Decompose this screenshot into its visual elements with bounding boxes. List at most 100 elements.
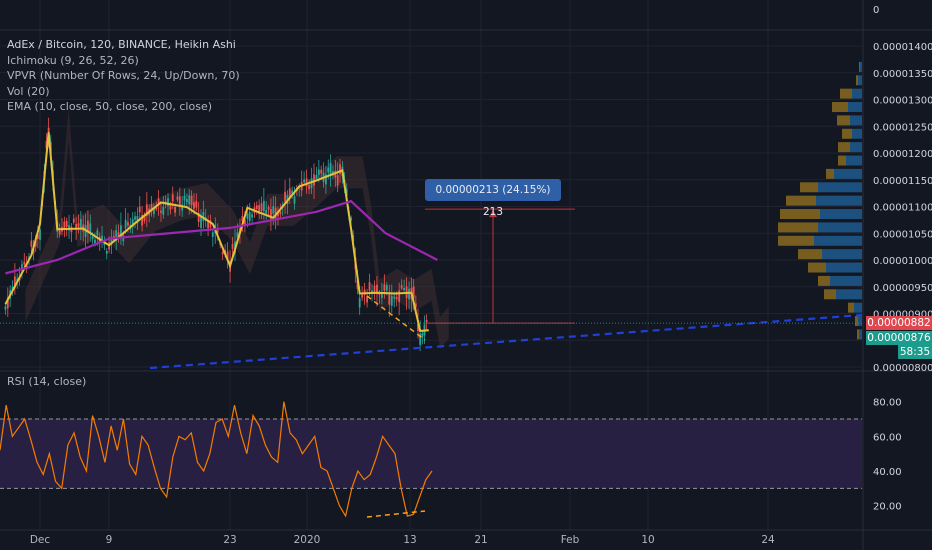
candle-body bbox=[197, 212, 200, 222]
y-tick-label: 0.00001000 bbox=[873, 256, 932, 267]
candle-body bbox=[368, 282, 371, 291]
candle-body bbox=[336, 175, 339, 186]
candle-body bbox=[143, 216, 146, 221]
vpvr-bar-up bbox=[858, 75, 862, 86]
candle-body bbox=[68, 225, 70, 231]
vpvr-bar-down bbox=[832, 102, 848, 113]
candle-body bbox=[414, 303, 417, 308]
candle-body bbox=[124, 219, 127, 228]
vpvr-bar-up bbox=[826, 262, 862, 273]
rsi-band bbox=[0, 419, 862, 489]
vpvr-bar-up bbox=[818, 182, 862, 193]
candle-body bbox=[216, 230, 219, 233]
candle-body bbox=[284, 191, 286, 203]
candle-body bbox=[277, 213, 279, 217]
candle-body bbox=[421, 333, 424, 338]
candle-body bbox=[288, 188, 291, 199]
vpvr-bar-up bbox=[814, 235, 862, 246]
candle-body bbox=[200, 216, 202, 228]
vpvr-bar-down bbox=[808, 262, 826, 273]
candle-body bbox=[400, 285, 403, 289]
vpvr-bar-down bbox=[798, 249, 822, 260]
candle-body bbox=[63, 221, 66, 230]
candle-body bbox=[58, 229, 61, 235]
candle-body bbox=[136, 215, 139, 224]
legend-ichimoku[interactable]: Ichimoku (9, 26, 52, 26) bbox=[7, 53, 139, 67]
candle-body bbox=[270, 209, 272, 219]
vpvr-bar-up bbox=[820, 209, 862, 220]
candle-body bbox=[390, 295, 393, 306]
vpvr-bar-down bbox=[838, 155, 846, 166]
candle-body bbox=[105, 250, 108, 254]
vpvr-profile bbox=[778, 61, 862, 340]
vpvr-bar-up bbox=[846, 155, 862, 166]
candle-body bbox=[334, 170, 337, 178]
candle-body bbox=[262, 200, 265, 212]
x-tick-label: 21 bbox=[474, 534, 487, 546]
candle-body bbox=[115, 230, 118, 241]
candle-body bbox=[127, 222, 129, 226]
candle-body bbox=[267, 206, 270, 210]
vpvr-bar-down bbox=[859, 61, 860, 72]
candle-body bbox=[150, 204, 153, 212]
candle-body bbox=[366, 296, 368, 303]
vpvr-bar-up bbox=[850, 115, 862, 126]
candle-body bbox=[169, 205, 172, 210]
x-tick-label: 23 bbox=[223, 534, 236, 546]
x-tick-label: 9 bbox=[106, 534, 113, 546]
candle-body bbox=[395, 297, 398, 300]
candle-body bbox=[202, 212, 205, 222]
candle-body bbox=[371, 290, 373, 294]
support-trendline bbox=[149, 313, 863, 370]
legend-title[interactable]: AdEx / Bitcoin, 120, BINANCE, Heikin Ash… bbox=[7, 38, 236, 51]
candle-body bbox=[91, 236, 94, 239]
legend-ema[interactable]: EMA (10, close, 50, close, 200, close) bbox=[7, 100, 212, 113]
ema-lines bbox=[4, 132, 438, 332]
candle-body bbox=[260, 203, 263, 212]
bar-countdown: 58:35 bbox=[898, 345, 932, 359]
candle-body bbox=[412, 286, 415, 298]
y-tick-label: 0.00001150 bbox=[873, 176, 932, 187]
vpvr-bar-down bbox=[780, 209, 820, 220]
x-tick-label: Dec bbox=[30, 534, 51, 546]
x-tick-label: Feb bbox=[561, 534, 580, 546]
ema-slow-line bbox=[5, 199, 438, 275]
rsi-line bbox=[0, 401, 433, 518]
candle-body bbox=[339, 164, 341, 175]
candle-body bbox=[251, 214, 253, 218]
legend-vpvr[interactable]: VPVR (Number Of Rows, 24, Up/Down, 70) bbox=[7, 69, 240, 82]
candle-body bbox=[248, 212, 251, 221]
legend-vol[interactable]: Vol (20) bbox=[7, 84, 50, 98]
candle-body bbox=[155, 207, 158, 210]
candle-body bbox=[258, 205, 261, 215]
rsi-legend[interactable]: RSI (14, close) bbox=[7, 375, 87, 388]
candle-body bbox=[75, 223, 78, 230]
candle-body bbox=[425, 320, 428, 323]
candle-body bbox=[87, 220, 89, 233]
candle-body bbox=[183, 195, 186, 201]
candle-body bbox=[388, 294, 391, 305]
candle-body bbox=[320, 169, 323, 174]
candle-body bbox=[65, 220, 68, 227]
candle-body bbox=[178, 196, 181, 207]
candle-body bbox=[188, 195, 191, 205]
vpvr-bar-down bbox=[848, 302, 854, 313]
x-tick-label: 24 bbox=[761, 534, 775, 546]
candle-body bbox=[243, 219, 246, 226]
candle-body bbox=[195, 201, 198, 208]
vpvr-bar-up bbox=[852, 128, 862, 139]
vpvr-bar-down bbox=[778, 235, 814, 246]
candle-body bbox=[274, 207, 277, 219]
candle-body bbox=[171, 194, 174, 202]
drawings[interactable] bbox=[0, 208, 863, 370]
candle-body bbox=[94, 239, 96, 244]
candle-body bbox=[36, 234, 39, 240]
candle-body bbox=[313, 174, 315, 186]
vpvr-bar-down bbox=[778, 222, 818, 233]
x-tick-label: 13 bbox=[403, 534, 416, 546]
vpvr-bar-up bbox=[850, 142, 862, 153]
vpvr-bar-down bbox=[855, 316, 858, 327]
vpvr-bar-down bbox=[842, 128, 852, 139]
